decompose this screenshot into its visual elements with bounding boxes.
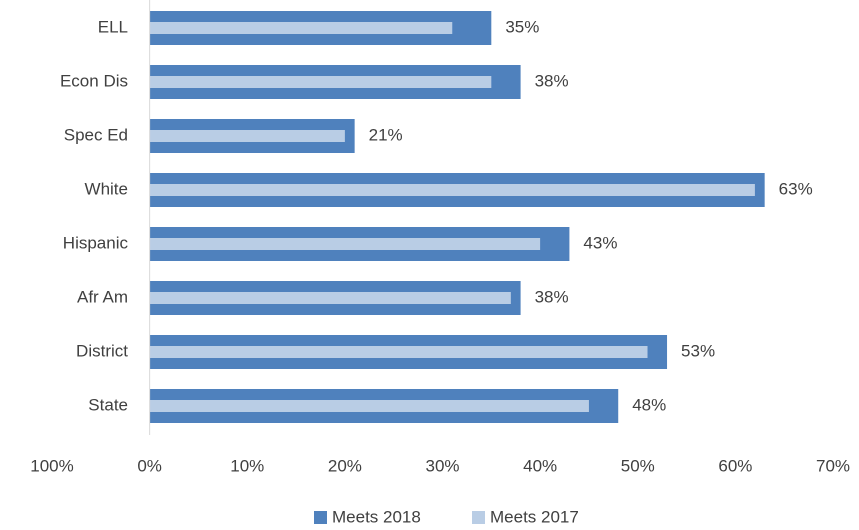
y-tick-label: State [88, 395, 128, 414]
data-label: 38% [535, 287, 569, 306]
y-tick-label: Spec Ed [64, 125, 128, 144]
legend-label: Meets 2017 [490, 507, 579, 526]
data-label: 21% [369, 125, 403, 144]
y-tick-label: Afr Am [77, 287, 128, 306]
legend-label: Meets 2018 [332, 507, 421, 526]
legend-swatch [314, 511, 327, 524]
x-tick-label: 40% [523, 456, 557, 475]
data-label: 38% [535, 71, 569, 90]
x-tick-label: 30% [425, 456, 459, 475]
x-tick-label: 10% [230, 456, 264, 475]
data-label: 53% [681, 341, 715, 360]
x-tick-label: 50% [621, 456, 655, 475]
x-tick-label: 20% [328, 456, 362, 475]
x-tick-label: 100% [30, 456, 73, 475]
bar [149, 292, 511, 304]
bar [149, 130, 345, 142]
y-tick-label: District [76, 341, 128, 360]
y-tick-label: Econ Dis [60, 71, 128, 90]
bar [149, 22, 453, 34]
data-label: 63% [779, 179, 813, 198]
bar [149, 400, 589, 412]
data-label: 35% [505, 17, 539, 36]
x-tick-label: 60% [718, 456, 752, 475]
y-tick-label: Hispanic [63, 233, 129, 252]
x-tick-label: 70% [816, 456, 850, 475]
bar [149, 238, 541, 250]
legend-swatch [472, 511, 485, 524]
bar [149, 346, 648, 358]
y-tick-label: ELL [98, 17, 128, 36]
data-label: 48% [632, 395, 666, 414]
bar [149, 184, 755, 196]
y-tick-label: White [85, 179, 128, 198]
bar [149, 76, 492, 88]
x-tick-label: 0% [137, 456, 162, 475]
data-label: 43% [583, 233, 617, 252]
